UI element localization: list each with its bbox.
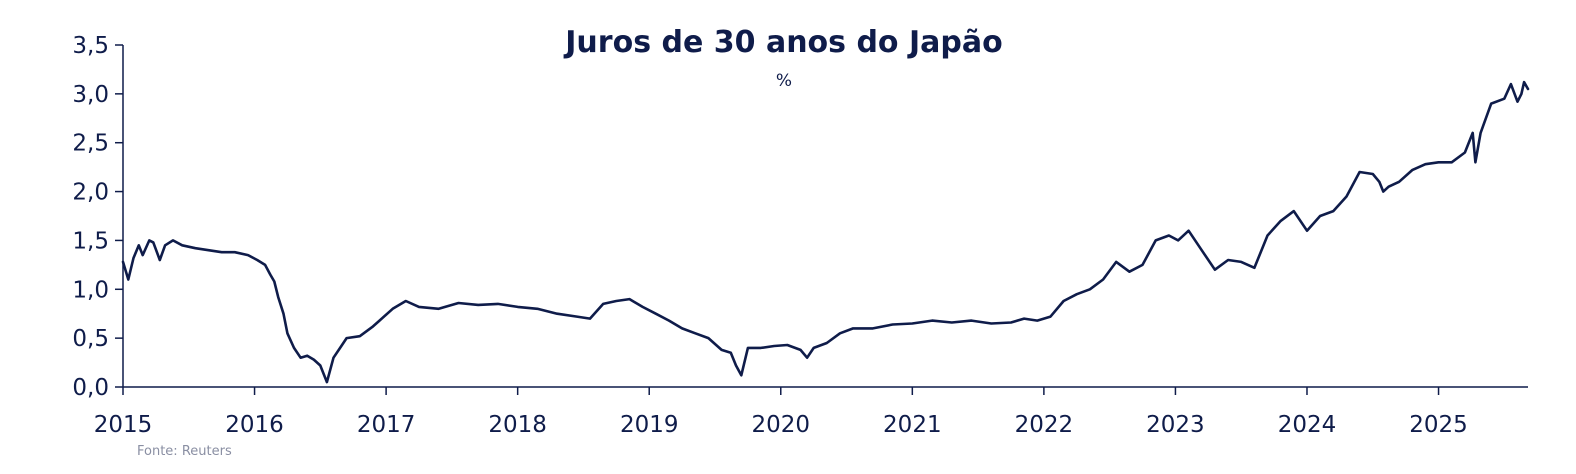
y-tick-label: 2,0 <box>72 180 109 206</box>
plot-area <box>121 80 1530 384</box>
x-tick-label: 2016 <box>225 412 284 438</box>
x-tick-label: 2025 <box>1409 412 1468 438</box>
y-tick-label: 1,5 <box>72 228 109 254</box>
y-tick-label: 3,5 <box>72 33 109 59</box>
x-tick-label: 2019 <box>620 412 679 438</box>
series-line <box>121 80 1530 384</box>
y-axis: 0,0 0,5 1,0 1,5 2,0 2,5 3,0 3,5 <box>72 33 123 401</box>
y-tick-label: 2,5 <box>72 131 109 157</box>
x-tick-label: 2015 <box>94 412 153 438</box>
x-axis: 2015 2016 2017 2018 2019 2020 2021 2022 2023 2024… <box>94 387 1468 438</box>
x-tick-label: 2023 <box>1146 412 1205 438</box>
y-tick-label: 3,0 <box>72 82 109 108</box>
x-tick-label: 2020 <box>751 412 810 438</box>
y-tick-label: 1,0 <box>72 277 109 303</box>
chart-title: Juros de 30 anos do Japão <box>563 25 1002 60</box>
chart-subtitle: % <box>776 71 792 91</box>
x-tick-label: 2024 <box>1278 412 1337 438</box>
x-tick-label: 2021 <box>883 412 942 438</box>
x-tick-label: 2017 <box>357 412 416 438</box>
y-tick-label: 0,5 <box>72 326 109 352</box>
x-tick-label: 2022 <box>1015 412 1074 438</box>
y-tick-label: 0,0 <box>72 375 109 401</box>
x-tick-label: 2018 <box>488 412 547 438</box>
source-note: Fonte: Reuters <box>137 444 232 459</box>
